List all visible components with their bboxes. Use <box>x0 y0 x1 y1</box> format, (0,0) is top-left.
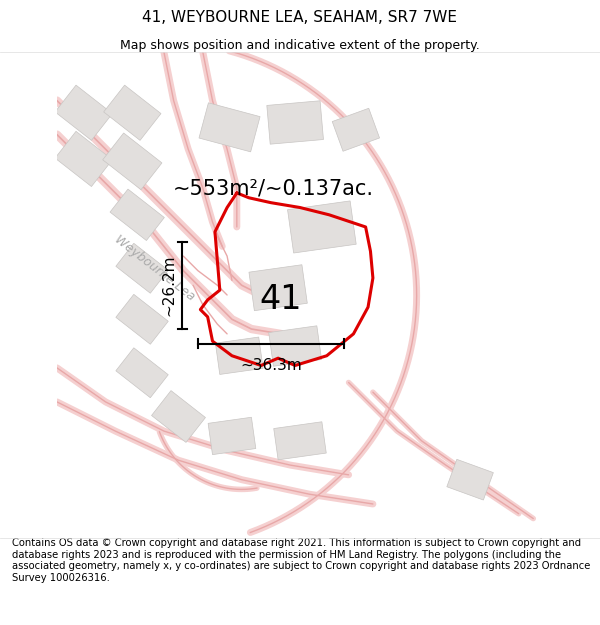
Bar <box>103 133 162 190</box>
Bar <box>274 422 326 460</box>
Text: Weybourne Lea: Weybourne Lea <box>112 233 197 304</box>
Bar <box>269 326 322 366</box>
Text: ~553m²/~0.137ac.: ~553m²/~0.137ac. <box>173 178 374 198</box>
Text: Contains OS data © Crown copyright and database right 2021. This information is : Contains OS data © Crown copyright and d… <box>12 538 590 582</box>
Text: 41: 41 <box>259 283 302 316</box>
Bar <box>199 102 260 152</box>
Text: ~26.2m: ~26.2m <box>161 254 176 316</box>
Bar <box>287 201 356 253</box>
Circle shape <box>74 111 443 479</box>
Bar <box>116 243 168 293</box>
Text: Map shows position and indicative extent of the property.: Map shows position and indicative extent… <box>120 39 480 52</box>
Bar <box>116 294 168 344</box>
Bar <box>215 337 263 374</box>
Bar <box>55 85 112 141</box>
Bar <box>55 131 112 186</box>
Bar <box>447 459 493 500</box>
Bar <box>110 189 164 241</box>
Text: 41, WEYBOURNE LEA, SEAHAM, SR7 7WE: 41, WEYBOURNE LEA, SEAHAM, SR7 7WE <box>143 11 458 26</box>
Bar <box>116 348 168 398</box>
Bar <box>104 85 161 141</box>
Bar <box>267 101 323 144</box>
Text: ~36.3m: ~36.3m <box>240 358 302 373</box>
Bar <box>332 108 380 151</box>
Bar <box>208 418 256 454</box>
Bar <box>152 391 205 442</box>
Bar <box>249 265 307 311</box>
